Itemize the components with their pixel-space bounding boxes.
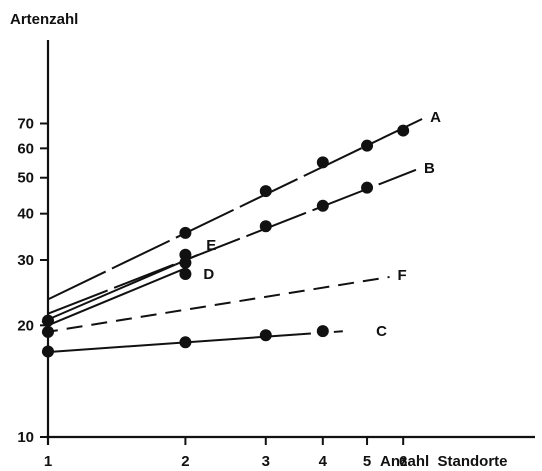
x-tick-label-6: 6 bbox=[399, 453, 407, 470]
series-a-point-2 bbox=[259, 185, 272, 198]
series-c-point-2 bbox=[179, 336, 192, 349]
series-c-point-4 bbox=[316, 325, 329, 338]
series-labels: A B C DE F bbox=[203, 109, 441, 340]
series-b-point-2 bbox=[259, 220, 272, 233]
series-b-line bbox=[47, 168, 417, 315]
series-b-point-4 bbox=[361, 181, 374, 194]
x-tick-label-3: 3 bbox=[262, 453, 270, 470]
tick-labels: 10 20 30 40 50 60 70 1 2 3 4 5 6 bbox=[17, 116, 407, 470]
y-tick-label-50: 50 bbox=[17, 170, 34, 187]
y-tick-label-20: 20 bbox=[17, 317, 34, 334]
series-d-point-1 bbox=[179, 268, 192, 281]
series-e-line-solid bbox=[41, 263, 176, 324]
series-e-label: E bbox=[206, 237, 216, 254]
series-lines bbox=[41, 118, 423, 354]
x-tick-label-1: 1 bbox=[44, 453, 52, 470]
series-c-line-solid bbox=[41, 333, 302, 354]
series-points bbox=[42, 124, 410, 358]
y-tick-label-60: 60 bbox=[17, 140, 34, 157]
series-d-label: D bbox=[203, 266, 214, 283]
series-f-label: F bbox=[398, 267, 407, 284]
series-a-label: A bbox=[430, 109, 441, 126]
y-axis-title: Artenzahl bbox=[10, 11, 78, 28]
series-a-point-5 bbox=[397, 124, 410, 137]
series-c-label: C bbox=[376, 323, 387, 340]
series-e-point-1 bbox=[42, 314, 54, 327]
series-a-point-3 bbox=[316, 156, 329, 169]
series-b-label: B bbox=[424, 160, 435, 177]
series-a-point-1 bbox=[179, 226, 192, 239]
series-e-point-2 bbox=[179, 256, 192, 269]
y-tick-label-70: 70 bbox=[17, 116, 34, 133]
series-f-line bbox=[41, 275, 390, 334]
series-b-point-3 bbox=[316, 199, 329, 212]
series-a-point-4 bbox=[361, 139, 374, 152]
x-tick-label-2: 2 bbox=[181, 453, 189, 470]
y-tick-label-10: 10 bbox=[17, 429, 34, 446]
x-tick-label-5: 5 bbox=[363, 453, 371, 470]
x-axis-title: Anzahl Standorte bbox=[380, 453, 508, 470]
series-c-point-3 bbox=[259, 329, 272, 342]
axes bbox=[40, 40, 535, 445]
series-f-point-1 bbox=[42, 325, 54, 338]
series-d-line bbox=[47, 267, 186, 327]
series-c-point-1 bbox=[42, 345, 54, 358]
y-tick-label-30: 30 bbox=[17, 252, 34, 269]
y-tick-label-40: 40 bbox=[17, 206, 34, 223]
series-a-line bbox=[47, 118, 423, 301]
x-tick-label-4: 4 bbox=[319, 453, 328, 470]
